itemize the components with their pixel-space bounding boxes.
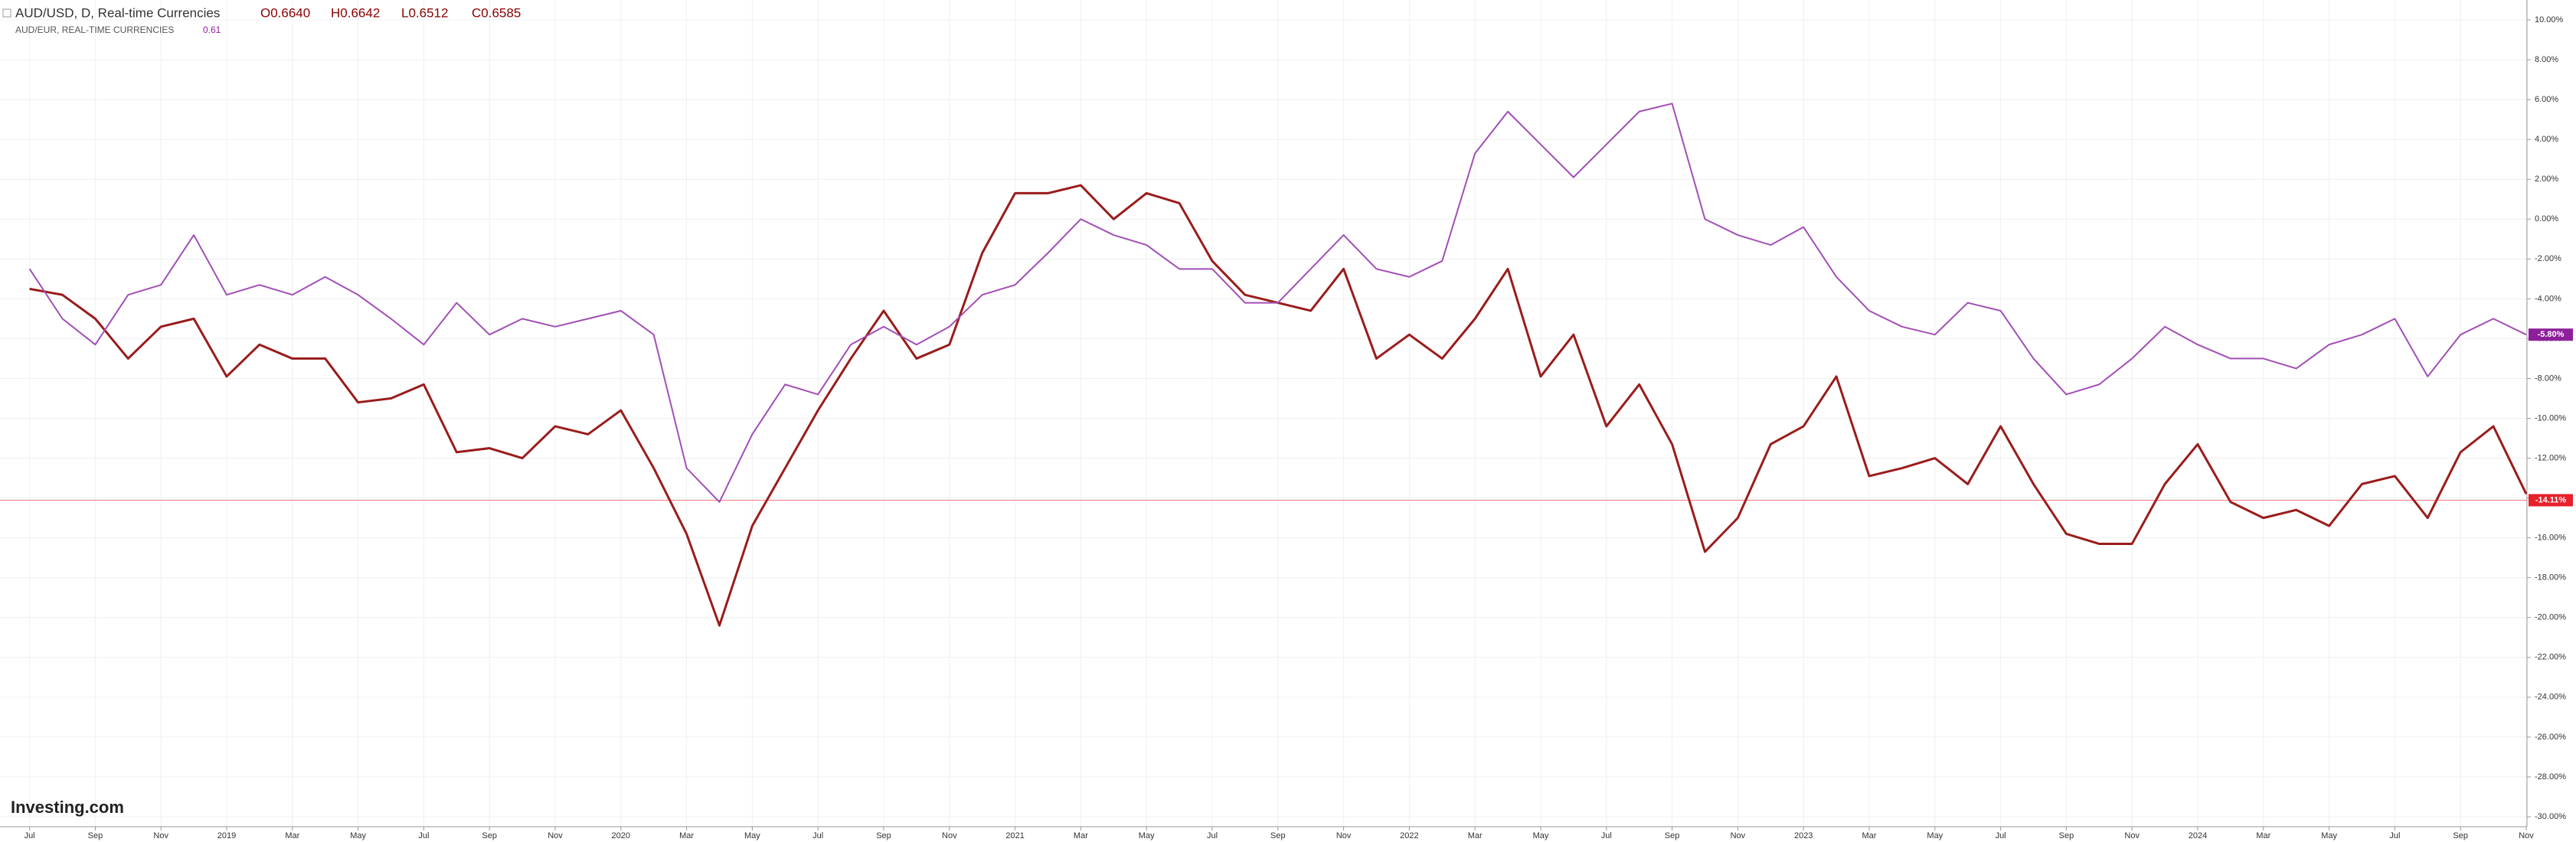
y-tick-label: 4.00% — [2535, 135, 2558, 144]
y-tick-label: 10.00% — [2535, 15, 2564, 24]
x-tick-label: Jul — [2389, 831, 2400, 840]
x-tick-label: Jul — [25, 831, 35, 840]
y-tick-label: -26.00% — [2535, 733, 2566, 742]
x-tick-label: Mar — [679, 831, 694, 840]
x-tick-label: 2022 — [1400, 831, 1418, 840]
x-tick-label: Nov — [2519, 831, 2534, 840]
last-value-badge — [2529, 328, 2573, 341]
x-tick-label: Jul — [418, 831, 429, 840]
x-tick-label: Nov — [1336, 831, 1352, 840]
grid — [0, 0, 2527, 827]
last-value-label: -5.80% — [2538, 330, 2565, 339]
y-tick-label: -4.00% — [2535, 294, 2561, 303]
x-tick-label: Mar — [1074, 831, 1088, 840]
series-line — [28, 103, 2527, 503]
x-tick-label: May — [350, 831, 366, 840]
x-tick-label: Nov — [548, 831, 563, 840]
x-tick-label: Sep — [1665, 831, 1680, 840]
x-tick-label: Mar — [1862, 831, 1877, 840]
x-tick-label: Nov — [942, 831, 957, 840]
ohlc-value: O0.6640 — [260, 5, 310, 20]
y-tick-label: -16.00% — [2535, 534, 2566, 543]
x-tick-label: Mar — [2256, 831, 2270, 840]
x-tick-label: May — [1927, 831, 1943, 840]
x-tick-label: May — [2321, 831, 2337, 840]
x-tick-label: Nov — [153, 831, 168, 840]
x-tick-label: Jul — [1601, 831, 1612, 840]
logo: Investing.com — [11, 798, 124, 817]
compare-title: AUD/EUR, REAL-TIME CURRENCIES — [15, 24, 174, 35]
x-tick-label: 2019 — [217, 831, 236, 840]
compare-value: 0.61 — [203, 24, 221, 35]
x-tick-label: 2024 — [2189, 831, 2207, 840]
y-tick-label: 8.00% — [2535, 55, 2558, 64]
y-tick-label: -2.00% — [2535, 254, 2561, 263]
x-tick-label: May — [744, 831, 760, 840]
x-tick-label: Nov — [2124, 831, 2140, 840]
x-tick-label: Sep — [482, 831, 497, 840]
x-tick-label: Mar — [1468, 831, 1483, 840]
x-tick-label: Sep — [2059, 831, 2074, 840]
x-tick-label: Jul — [1207, 831, 1218, 840]
y-tick-label: -10.00% — [2535, 413, 2566, 423]
y-tick-label: -22.00% — [2535, 653, 2566, 662]
last-value-badge — [2529, 494, 2573, 507]
x-tick-label: Nov — [1731, 831, 1746, 840]
x-tick-label: Sep — [2453, 831, 2468, 840]
x-tick-label: Jul — [812, 831, 823, 840]
x-tick-label: 2021 — [1005, 831, 1024, 840]
x-tick-label: May — [1533, 831, 1549, 840]
x-tick-label: 2020 — [612, 831, 630, 840]
y-tick-label: 0.00% — [2535, 214, 2558, 224]
x-tick-label: May — [1139, 831, 1155, 840]
last-value-label: -14.11% — [2535, 495, 2567, 504]
y-tick-label: 2.00% — [2535, 175, 2558, 184]
chart-title: AUD/USD, D, Real-time Currencies — [15, 5, 220, 20]
collapse-icon[interactable] — [2, 8, 11, 18]
y-tick-label: -28.00% — [2535, 772, 2566, 782]
y-tick-label: -24.00% — [2535, 693, 2566, 702]
y-tick-label: 6.00% — [2535, 95, 2558, 104]
ohlc-value: H0.6642 — [331, 5, 380, 20]
x-tick-label: Mar — [285, 831, 299, 840]
y-tick-label: -12.00% — [2535, 453, 2566, 462]
ohlc-value: L0.6512 — [401, 5, 448, 20]
x-tick-label: Sep — [1270, 831, 1286, 840]
x-tick-label: Sep — [88, 831, 103, 840]
ohlc-value: C0.6585 — [472, 5, 521, 20]
x-tick-label: Jul — [1996, 831, 2006, 840]
x-tick-label: 2023 — [1794, 831, 1813, 840]
x-tick-label: Sep — [876, 831, 891, 840]
y-tick-label: -20.00% — [2535, 613, 2566, 622]
y-tick-label: -30.00% — [2535, 812, 2566, 821]
y-tick-label: -8.00% — [2535, 374, 2561, 383]
y-tick-label: -18.00% — [2535, 573, 2566, 583]
